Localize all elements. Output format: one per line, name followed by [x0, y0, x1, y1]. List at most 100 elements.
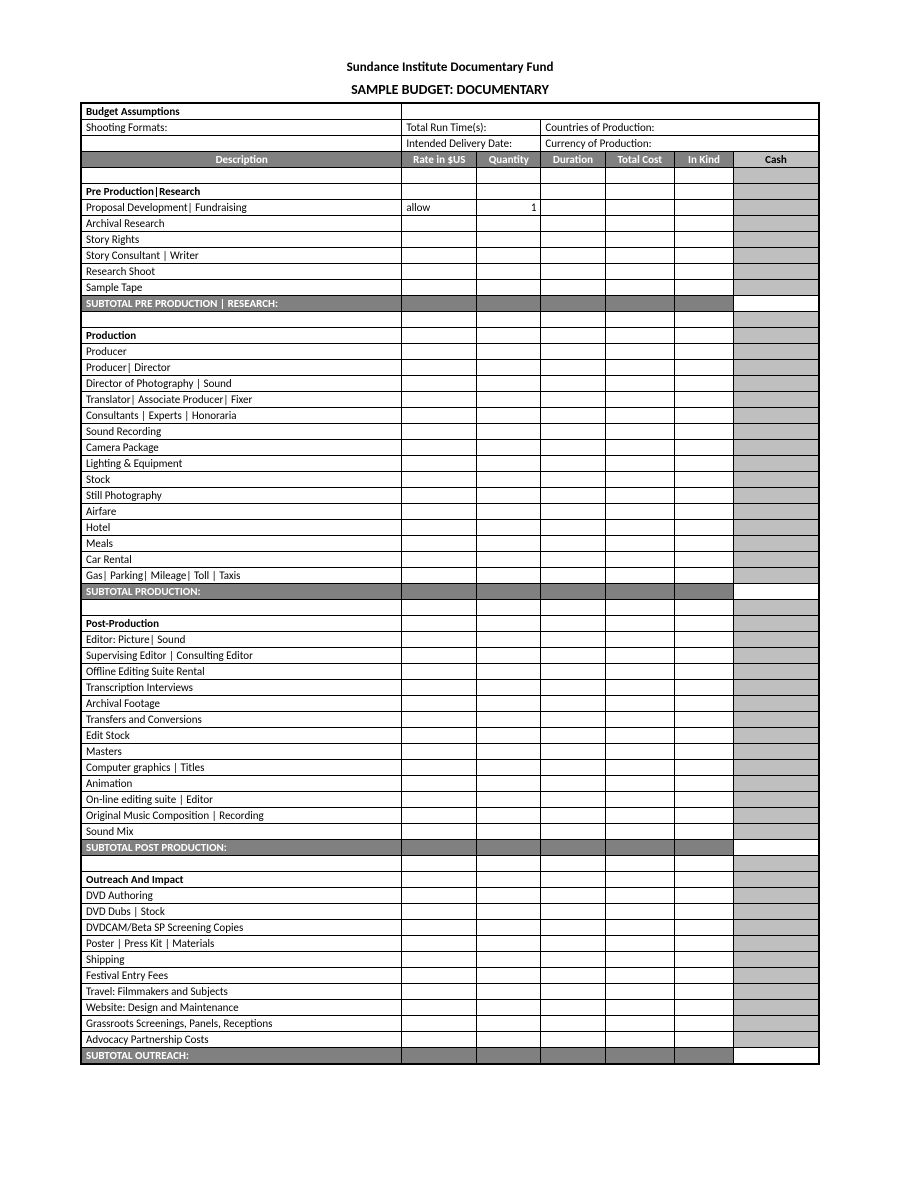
countries-label: Countries of Production:: [541, 120, 819, 136]
section-header-row: Post-Production: [81, 616, 819, 632]
subtotal-row: SUBTOTAL PRE PRODUCTION | RESEARCH:: [81, 296, 819, 312]
row-description: Story Consultant | Writer: [81, 248, 402, 264]
row-description: Transfers and Conversions: [81, 712, 402, 728]
row-description: Website: Design and Maintenance: [81, 1000, 402, 1016]
row-description: Archival Footage: [81, 696, 402, 712]
row-description: Meals: [81, 536, 402, 552]
table-row: Travel: Filmmakers and Subjects: [81, 984, 819, 1000]
table-row: Editor: Picture| Sound: [81, 632, 819, 648]
table-row: Car Rental: [81, 552, 819, 568]
row-description: On-line editing suite | Editor: [81, 792, 402, 808]
table-row: Sound Recording: [81, 424, 819, 440]
table-row: Director of Photography | Sound: [81, 376, 819, 392]
row-description: Translator| Associate Producer| Fixer: [81, 392, 402, 408]
table-row: Hotel: [81, 520, 819, 536]
table-row: DVD Dubs | Stock: [81, 904, 819, 920]
table-row: Research Shoot: [81, 264, 819, 280]
row-description: Supervising Editor | Consulting Editor: [81, 648, 402, 664]
row-description: Shipping: [81, 952, 402, 968]
row-description: Stock: [81, 472, 402, 488]
subtotal-row: SUBTOTAL OUTREACH:: [81, 1048, 819, 1065]
blank-row: [81, 856, 819, 872]
row-description: Advocacy Partnership Costs: [81, 1032, 402, 1048]
table-row: Shipping: [81, 952, 819, 968]
table-row: Original Music Composition | Recording: [81, 808, 819, 824]
table-row: Proposal Development| Fundraisingallow1: [81, 200, 819, 216]
section-title: Production: [81, 328, 402, 344]
org-title: Sundance Institute Documentary Fund: [80, 60, 820, 75]
budget-table: Budget Assumptions Shooting Formats: Tot…: [80, 102, 820, 1065]
row-description: Offline Editing Suite Rental: [81, 664, 402, 680]
section-header-row: Production: [81, 328, 819, 344]
row-description: Car Rental: [81, 552, 402, 568]
row-description: Computer graphics | Titles: [81, 760, 402, 776]
row-description: Producer| Director: [81, 360, 402, 376]
row-description: Still Photography: [81, 488, 402, 504]
table-row: Festival Entry Fees: [81, 968, 819, 984]
col-description: Description: [81, 152, 402, 168]
section-header-row: Pre Production|Research: [81, 184, 819, 200]
assumptions-heading: Budget Assumptions: [81, 103, 402, 120]
row-description: Poster | Press Kit | Materials: [81, 936, 402, 952]
table-row: Sound Mix: [81, 824, 819, 840]
row-description: Grassroots Screenings, Panels, Reception…: [81, 1016, 402, 1032]
table-row: Masters: [81, 744, 819, 760]
table-row: On-line editing suite | Editor: [81, 792, 819, 808]
col-quantity: Quantity: [477, 152, 541, 168]
table-row: Advocacy Partnership Costs: [81, 1032, 819, 1048]
blank-row: [81, 312, 819, 328]
row-description: Sample Tape: [81, 280, 402, 296]
row-description: Director of Photography | Sound: [81, 376, 402, 392]
row-description: Animation: [81, 776, 402, 792]
table-row: Still Photography: [81, 488, 819, 504]
table-row: Sample Tape: [81, 280, 819, 296]
row-description: Producer: [81, 344, 402, 360]
table-row: Animation: [81, 776, 819, 792]
col-cash: Cash: [733, 152, 819, 168]
row-description: Hotel: [81, 520, 402, 536]
blank-row: [81, 168, 819, 184]
subtotal-label: SUBTOTAL PRE PRODUCTION | RESEARCH:: [81, 296, 402, 312]
row-description: Sound Recording: [81, 424, 402, 440]
row-description: DVD Dubs | Stock: [81, 904, 402, 920]
table-row: Supervising Editor | Consulting Editor: [81, 648, 819, 664]
row-description: DVDCAM/Beta SP Screening Copies: [81, 920, 402, 936]
row-description: Gas| Parking| Mileage| Toll | Taxis: [81, 568, 402, 584]
row-description: Airfare: [81, 504, 402, 520]
table-row: Meals: [81, 536, 819, 552]
section-title: Post-Production: [81, 616, 402, 632]
row-description: Proposal Development| Fundraising: [81, 200, 402, 216]
row-description: Research Shoot: [81, 264, 402, 280]
row-description: Consultants | Experts | Honoraria: [81, 408, 402, 424]
table-row: Computer graphics | Titles: [81, 760, 819, 776]
table-row: Poster | Press Kit | Materials: [81, 936, 819, 952]
col-rate: Rate in $US: [402, 152, 477, 168]
table-row: Producer| Director: [81, 360, 819, 376]
table-row: Stock: [81, 472, 819, 488]
table-row: Gas| Parking| Mileage| Toll | Taxis: [81, 568, 819, 584]
currency-label: Currency of Production:: [541, 136, 819, 152]
table-row: Transcription Interviews: [81, 680, 819, 696]
blank-row: [81, 600, 819, 616]
section-title: Pre Production|Research: [81, 184, 402, 200]
row-description: DVD Authoring: [81, 888, 402, 904]
subtotal-row: SUBTOTAL PRODUCTION:: [81, 584, 819, 600]
table-row: Transfers and Conversions: [81, 712, 819, 728]
row-description: Editor: Picture| Sound: [81, 632, 402, 648]
col-duration: Duration: [541, 152, 605, 168]
column-header-row: Description Rate in $US Quantity Duratio…: [81, 152, 819, 168]
section-header-row: Outreach And Impact: [81, 872, 819, 888]
row-description: Masters: [81, 744, 402, 760]
doc-title: SAMPLE BUDGET: DOCUMENTARY: [80, 81, 820, 98]
row-description: Archival Research: [81, 216, 402, 232]
table-row: Story Consultant | Writer: [81, 248, 819, 264]
page: Sundance Institute Documentary Fund SAMP…: [0, 0, 900, 1085]
table-row: Lighting & Equipment: [81, 456, 819, 472]
table-row: Story Rights: [81, 232, 819, 248]
table-row: Edit Stock: [81, 728, 819, 744]
table-row: DVD Authoring: [81, 888, 819, 904]
col-inkind: In Kind: [675, 152, 734, 168]
table-row: Translator| Associate Producer| Fixer: [81, 392, 819, 408]
row-description: Camera Package: [81, 440, 402, 456]
shooting-formats-label: Shooting Formats:: [81, 120, 402, 136]
